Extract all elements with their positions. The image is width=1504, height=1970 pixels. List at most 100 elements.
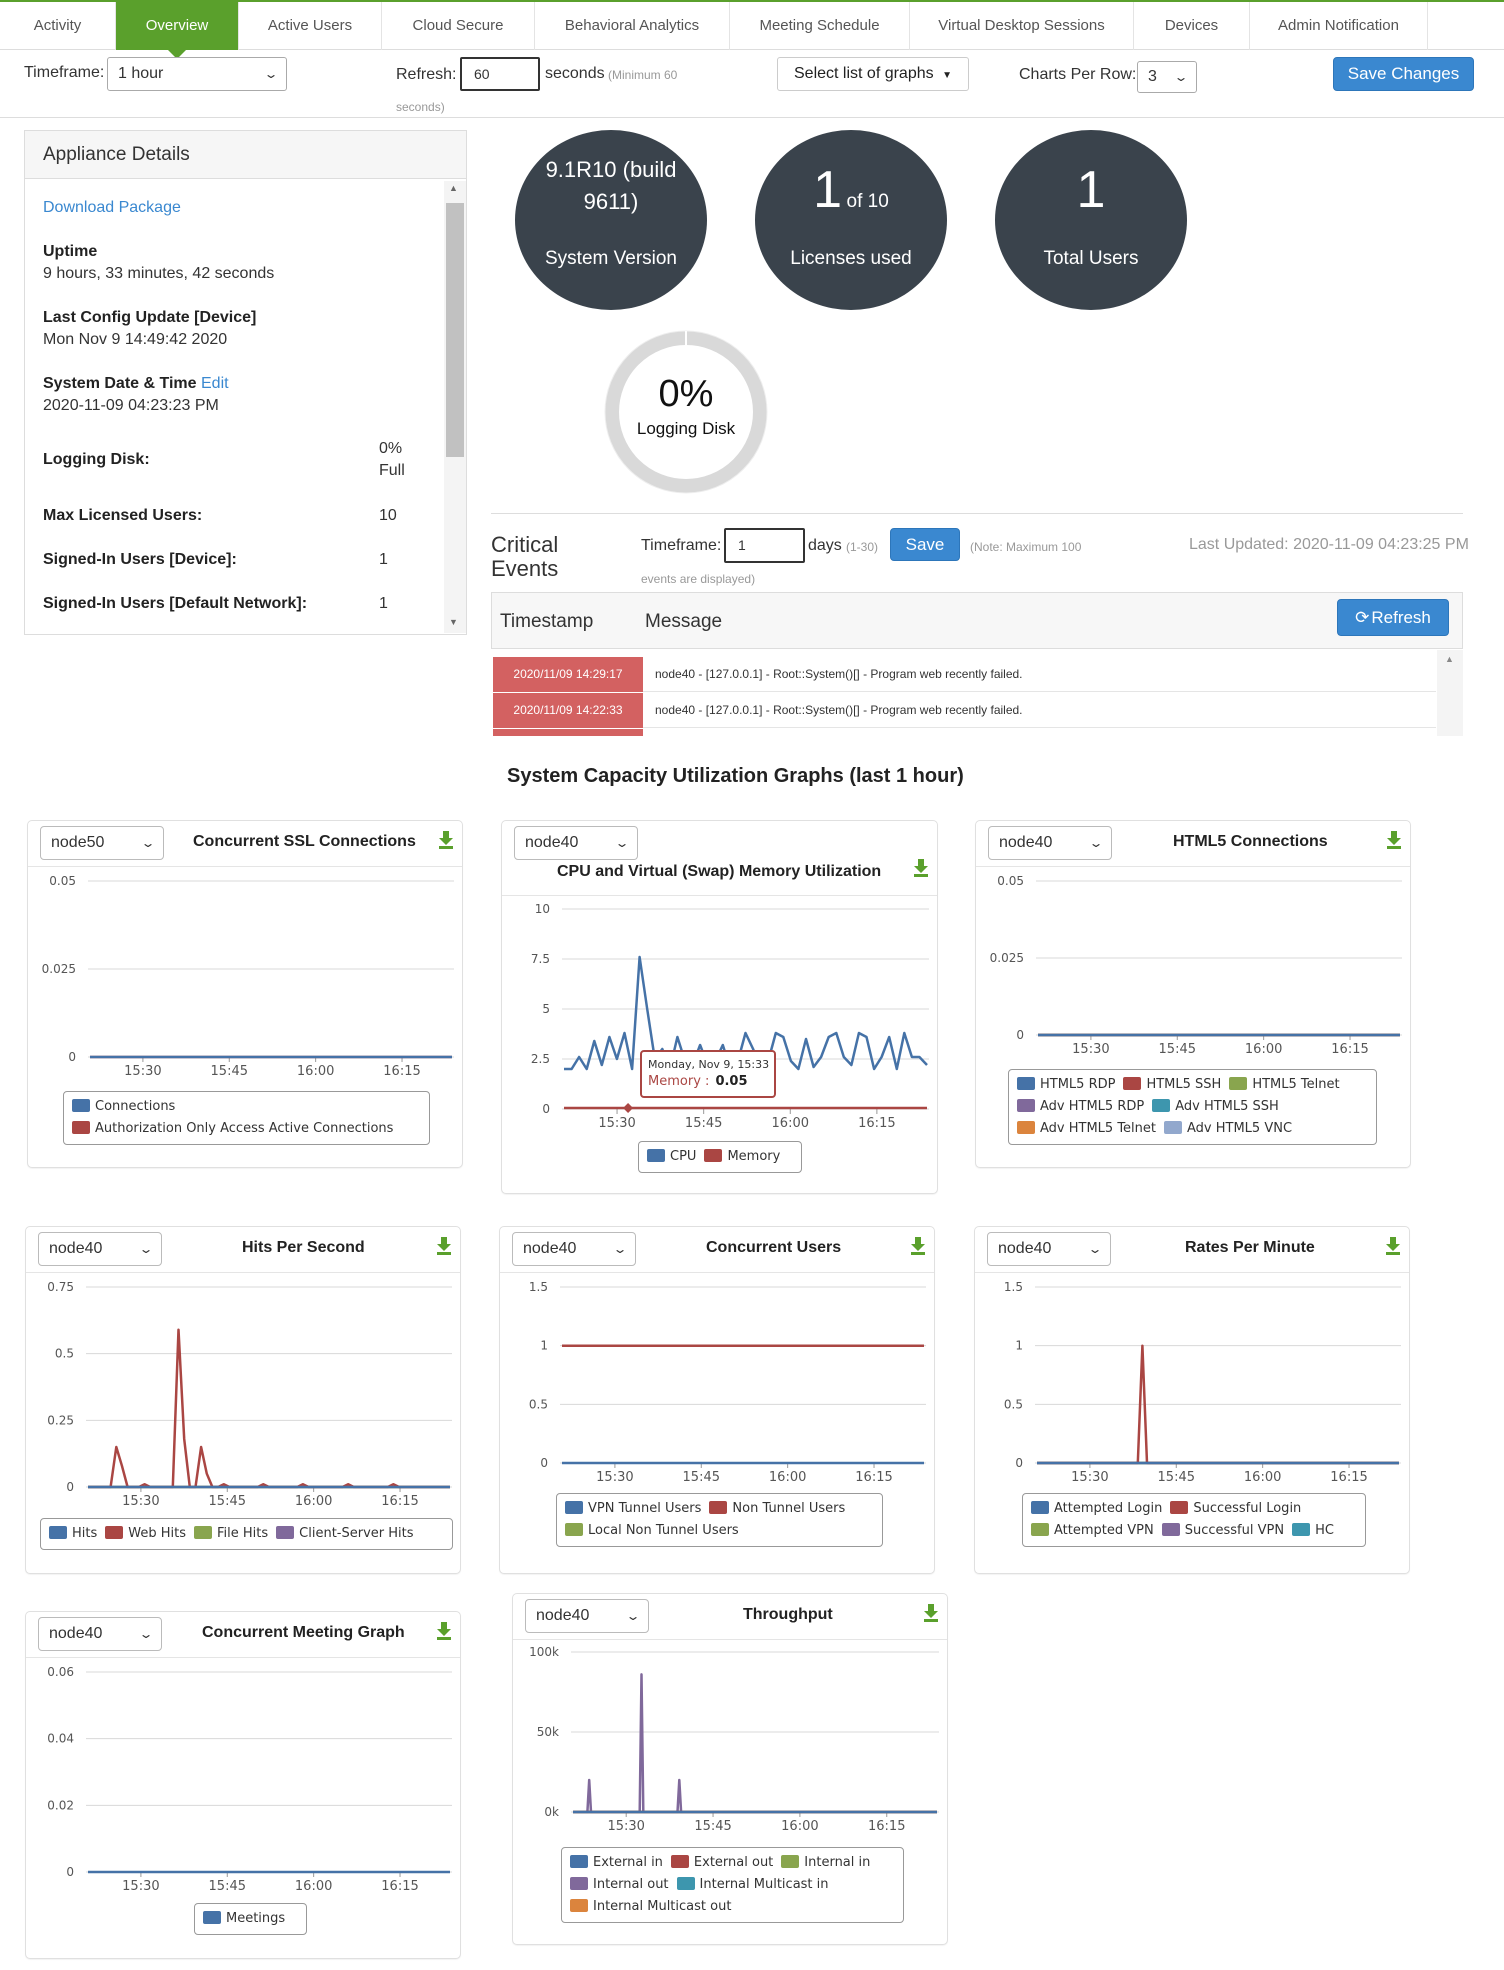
legend-item[interactable]: Attempted VPN: [1031, 1520, 1154, 1542]
legend-item[interactable]: Adv HTML5 SSH: [1152, 1096, 1279, 1118]
legend-item[interactable]: Internal Multicast in: [676, 1874, 829, 1896]
events-refresh-button[interactable]: ⟳ Refresh: [1337, 599, 1449, 636]
legend-swatch: [1031, 1501, 1049, 1514]
last-config-label: Last Config Update [Device]: [43, 309, 257, 326]
legend-item[interactable]: External out: [670, 1852, 773, 1874]
tab-meeting-schedule[interactable]: Meeting Schedule: [730, 2, 910, 50]
legend-item[interactable]: HTML5 Telnet: [1229, 1074, 1340, 1096]
chart-header-divider: [502, 895, 937, 896]
scroll-down-icon[interactable]: ▼: [449, 617, 458, 627]
download-icon[interactable]: [436, 1622, 452, 1640]
critical-events-title: Critical Events: [491, 533, 558, 581]
y-tick-label: 1.5: [529, 1280, 548, 1294]
node-select[interactable]: node40 ⌄: [38, 1232, 162, 1266]
save-changes-button[interactable]: Save Changes: [1333, 57, 1474, 91]
legend-item[interactable]: File Hits: [194, 1523, 268, 1545]
tab-overview[interactable]: Overview: [116, 2, 239, 59]
appliance-scrollbar[interactable]: ▲ ▼: [444, 181, 466, 633]
download-icon[interactable]: [1386, 831, 1402, 849]
x-tick-label: 15:45: [211, 1064, 248, 1079]
y-tick-label: 0.05: [49, 874, 76, 888]
legend-item[interactable]: Successful VPN: [1161, 1520, 1285, 1542]
node-select-value: node40: [49, 1625, 103, 1642]
chart-card-ssl: node50 ⌄ Concurrent SSL Connections 0 0.025 0…: [27, 820, 463, 1168]
legend-label: Connections: [95, 1099, 176, 1114]
legend-item[interactable]: Web Hits: [105, 1523, 186, 1545]
legend-item[interactable]: Memory: [704, 1146, 780, 1168]
legend-item[interactable]: Adv HTML5 VNC: [1164, 1118, 1292, 1140]
node-select[interactable]: node40 ⌄: [987, 1232, 1111, 1266]
tab-virtual-desktop-sessions[interactable]: Virtual Desktop Sessions: [910, 2, 1134, 50]
event-row[interactable]: 2020/11/09 14:29:17 node40 - [127.0.0.1]…: [493, 657, 1436, 692]
timeframe-select[interactable]: 1 hour ⌄: [107, 57, 287, 91]
tab-cloud-secure[interactable]: Cloud Secure: [382, 2, 535, 50]
chevron-down-icon: ⌄: [138, 1627, 154, 1641]
download-icon[interactable]: [438, 831, 454, 849]
legend-item[interactable]: Hits: [49, 1523, 97, 1545]
legend-item[interactable]: HTML5 RDP: [1017, 1074, 1115, 1096]
x-tick-label: 15:30: [1071, 1470, 1108, 1485]
tab-devices[interactable]: Devices: [1134, 2, 1250, 50]
legend-swatch: [1152, 1099, 1171, 1112]
scroll-up-icon[interactable]: ▲: [1445, 654, 1454, 664]
download-icon[interactable]: [913, 859, 929, 877]
legend-item[interactable]: Attempted Login: [1031, 1498, 1162, 1520]
download-package-link[interactable]: Download Package: [43, 199, 181, 216]
legend-item[interactable]: VPN Tunnel Users: [565, 1498, 701, 1520]
node-select[interactable]: node40 ⌄: [988, 826, 1112, 860]
legend-item[interactable]: Client-Server Hits: [276, 1523, 414, 1545]
y-tick-label: 0.5: [55, 1347, 74, 1361]
download-icon[interactable]: [1385, 1237, 1401, 1255]
legend-item[interactable]: Local Non Tunnel Users: [565, 1520, 739, 1542]
legend-swatch: [1170, 1501, 1189, 1514]
select-graphs-button[interactable]: Select list of graphs ▼: [777, 57, 969, 91]
events-scrollbar[interactable]: ▲: [1437, 650, 1463, 736]
refresh-input[interactable]: 60: [460, 57, 540, 91]
legend-label: Web Hits: [128, 1526, 186, 1541]
legend-item[interactable]: CPU: [647, 1146, 696, 1168]
legend-item[interactable]: Meetings: [203, 1908, 285, 1930]
tab-admin-notification[interactable]: Admin Notification: [1250, 2, 1428, 50]
download-icon[interactable]: [923, 1604, 939, 1622]
scroll-up-icon[interactable]: ▲: [449, 183, 458, 193]
event-row[interactable]: 2020/11/09 14:22:33 node40 - [127.0.0.1]…: [493, 693, 1436, 728]
events-save-button[interactable]: Save: [890, 528, 960, 561]
max-licensed-value: 10: [379, 507, 397, 524]
node-select[interactable]: node40 ⌄: [512, 1232, 636, 1266]
download-icon[interactable]: [910, 1237, 926, 1255]
legend-item[interactable]: External in: [570, 1852, 663, 1874]
edit-date-link[interactable]: Edit: [201, 375, 229, 392]
events-days-label: days: [808, 537, 842, 554]
tab-activity[interactable]: Activity: [0, 2, 116, 50]
legend-item[interactable]: HC: [1292, 1520, 1334, 1542]
node-select[interactable]: node40 ⌄: [514, 826, 638, 860]
legend-item[interactable]: Non Tunnel Users: [709, 1498, 845, 1520]
legend-item[interactable]: Adv HTML5 RDP: [1017, 1096, 1144, 1118]
series-line-internal-out[interactable]: [573, 1673, 937, 1814]
node-select[interactable]: node40 ⌄: [525, 1599, 649, 1633]
chevron-down-icon: ⌄: [625, 1609, 641, 1623]
legend-item[interactable]: Authorization Only Access Active Connect…: [72, 1118, 393, 1140]
legend-item[interactable]: Internal Multicast out: [570, 1896, 731, 1918]
legend-item[interactable]: Internal in: [781, 1852, 870, 1874]
charts-per-row-select[interactable]: 3 ⌄: [1137, 61, 1197, 93]
legend-item[interactable]: Successful Login: [1170, 1498, 1301, 1520]
scrollbar-thumb[interactable]: [446, 203, 464, 457]
series-line-cpu[interactable]: [564, 955, 928, 1071]
legend-item[interactable]: Internal out: [570, 1874, 669, 1896]
graphs-section-title: System Capacity Utilization Graphs (last…: [507, 765, 964, 787]
legend-item[interactable]: HTML5 SSH: [1123, 1074, 1221, 1096]
events-days-input[interactable]: 1: [724, 528, 805, 563]
node-select-value: node50: [51, 834, 105, 851]
chart-card-cpu: node40 ⌄ CPU and Virtual (Swap) Memory Uti…: [501, 820, 938, 1194]
legend-item[interactable]: Connections: [72, 1096, 175, 1118]
legend-item[interactable]: Adv HTML5 Telnet: [1017, 1118, 1156, 1140]
node-select[interactable]: node50 ⌄: [40, 826, 164, 860]
tab-behavioral-analytics[interactable]: Behavioral Analytics: [535, 2, 730, 50]
tab-active-users[interactable]: Active Users: [239, 2, 382, 50]
node-select[interactable]: node40 ⌄: [38, 1617, 162, 1651]
download-icon[interactable]: [436, 1237, 452, 1255]
col-message: Message: [645, 611, 723, 632]
y-tick-label: 0: [540, 1456, 548, 1470]
legend-label: Successful VPN: [1184, 1523, 1285, 1538]
